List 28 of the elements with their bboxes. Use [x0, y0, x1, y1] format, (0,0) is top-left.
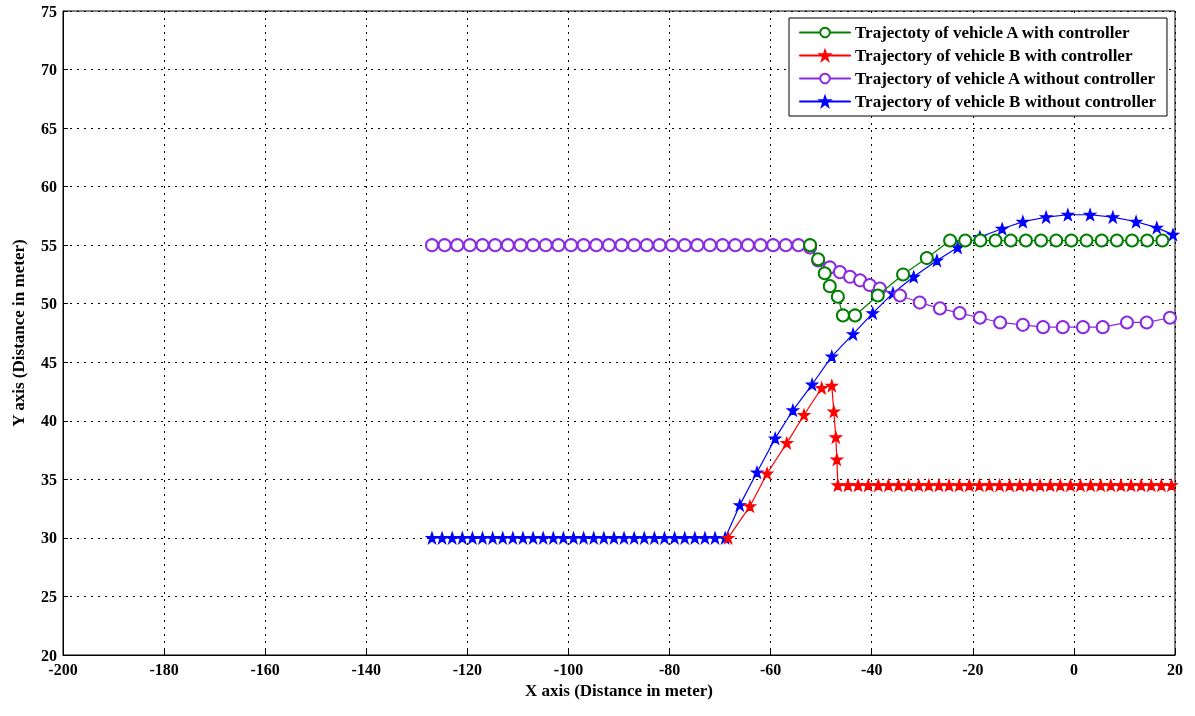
- x-tick-label: -120: [452, 660, 483, 678]
- y-axis-title: Y axis (Distance in meter): [9, 239, 28, 427]
- y-tick-label: 70: [41, 61, 57, 79]
- x-axis-title: X axis (Distance in meter): [525, 680, 713, 700]
- x-tick-label: -160: [250, 660, 280, 678]
- y-tick-label: 60: [41, 178, 57, 196]
- y-tick-label: 50: [41, 295, 57, 313]
- x-tick-label: -140: [351, 660, 381, 678]
- legend-label: Trajectory of vehicle B without controller: [855, 92, 1157, 111]
- legend-label: Trajectory of vehicle A without controller: [855, 69, 1156, 88]
- x-tick-label: 0: [1069, 660, 1078, 678]
- y-tick-label: 75: [41, 2, 57, 20]
- x-tick-label: -180: [149, 660, 179, 678]
- y-tick-label: 45: [41, 353, 57, 371]
- x-tick-label: -100: [553, 660, 584, 678]
- x-tick-label: -80: [658, 660, 681, 678]
- y-tick-label: 35: [41, 470, 57, 488]
- y-tick-label: 55: [41, 236, 57, 254]
- x-tick-label: 20: [1167, 660, 1183, 678]
- y-tick-label: 25: [41, 587, 57, 605]
- y-tick-label: 65: [41, 119, 57, 137]
- legend-label: Trajectory of vehicle B with controller: [855, 46, 1133, 65]
- x-tick-label: -40: [861, 660, 883, 678]
- x-tick-label: -20: [962, 660, 984, 678]
- x-tick-label: -60: [759, 660, 782, 678]
- y-tick-label: 30: [41, 529, 57, 547]
- legend-label: Trajectoty of vehicle A with controller: [855, 23, 1131, 42]
- y-tick-label: 40: [41, 412, 57, 430]
